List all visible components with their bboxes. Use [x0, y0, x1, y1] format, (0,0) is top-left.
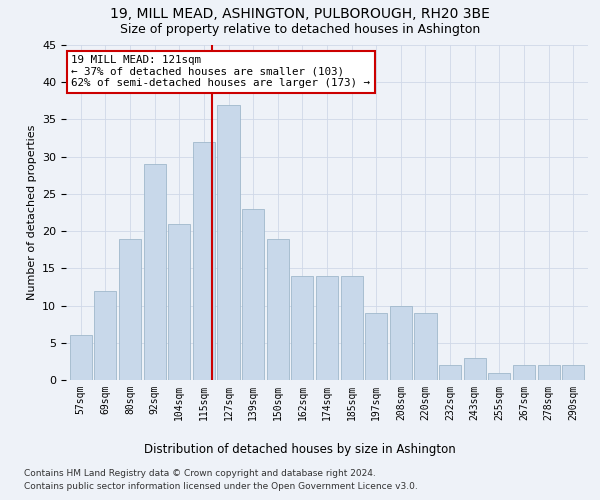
Y-axis label: Number of detached properties: Number of detached properties [26, 125, 37, 300]
Bar [415, 313, 437, 380]
Bar [70, 336, 92, 380]
Bar [291, 276, 313, 380]
Bar [439, 365, 461, 380]
Bar [562, 365, 584, 380]
Text: 19 MILL MEAD: 121sqm
← 37% of detached houses are smaller (103)
62% of semi-deta: 19 MILL MEAD: 121sqm ← 37% of detached h… [71, 55, 370, 88]
Bar [217, 104, 239, 380]
Text: Contains public sector information licensed under the Open Government Licence v3: Contains public sector information licen… [24, 482, 418, 491]
Bar [193, 142, 215, 380]
Bar [143, 164, 166, 380]
Bar [464, 358, 486, 380]
Bar [341, 276, 363, 380]
Bar [242, 209, 264, 380]
Text: Size of property relative to detached houses in Ashington: Size of property relative to detached ho… [120, 22, 480, 36]
Bar [365, 313, 388, 380]
Bar [94, 290, 116, 380]
Text: Contains HM Land Registry data © Crown copyright and database right 2024.: Contains HM Land Registry data © Crown c… [24, 468, 376, 477]
Text: Distribution of detached houses by size in Ashington: Distribution of detached houses by size … [144, 442, 456, 456]
Bar [538, 365, 560, 380]
Bar [266, 238, 289, 380]
Bar [390, 306, 412, 380]
Bar [316, 276, 338, 380]
Bar [488, 372, 511, 380]
Bar [513, 365, 535, 380]
Text: 19, MILL MEAD, ASHINGTON, PULBOROUGH, RH20 3BE: 19, MILL MEAD, ASHINGTON, PULBOROUGH, RH… [110, 8, 490, 22]
Bar [119, 238, 141, 380]
Bar [168, 224, 190, 380]
